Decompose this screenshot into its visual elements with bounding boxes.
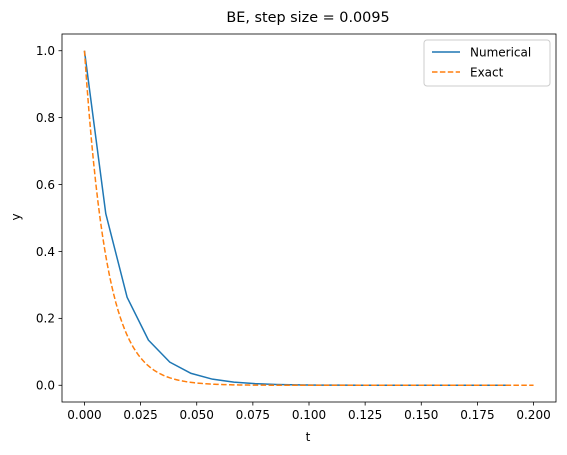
chart-title: BE, step size = 0.0095 bbox=[226, 10, 389, 26]
y-axis-label: y bbox=[9, 213, 23, 220]
x-tick-label: 0.200 bbox=[516, 408, 550, 422]
x-tick-label: 0.175 bbox=[460, 408, 494, 422]
series-line-numerical bbox=[83, 50, 512, 387]
x-tick-label: 0.050 bbox=[180, 408, 214, 422]
x-tick-label: 0.000 bbox=[67, 408, 101, 422]
x-tick-label: 0.150 bbox=[404, 408, 438, 422]
x-tick-label: 0.075 bbox=[236, 408, 270, 422]
x-axis-label: t bbox=[306, 430, 311, 444]
y-tick-label: 0.6 bbox=[36, 178, 55, 192]
x-tick-label: 0.025 bbox=[123, 408, 157, 422]
x-tick-label: 0.100 bbox=[292, 408, 326, 422]
y-tick-label: 0.8 bbox=[36, 111, 55, 125]
y-tick-label: 0.0 bbox=[36, 379, 55, 393]
y-tick-label: 0.4 bbox=[36, 245, 55, 259]
y-tick-label: 1.0 bbox=[36, 44, 55, 58]
x-axis: 0.000 0.025 0.050 0.075 0.100 0.125 0.150 0.175… bbox=[67, 402, 551, 422]
y-tick-label: 0.2 bbox=[36, 312, 55, 326]
series-line-exact bbox=[83, 50, 534, 387]
legend: Numerical Exact bbox=[423, 39, 551, 87]
y-axis: 0.0 0.2 0.4 0.6 0.8 1.0 bbox=[36, 44, 62, 393]
legend-label-numerical: Numerical bbox=[470, 45, 531, 59]
x-tick-label: 0.125 bbox=[348, 408, 382, 422]
legend-label-exact: Exact bbox=[470, 65, 504, 79]
